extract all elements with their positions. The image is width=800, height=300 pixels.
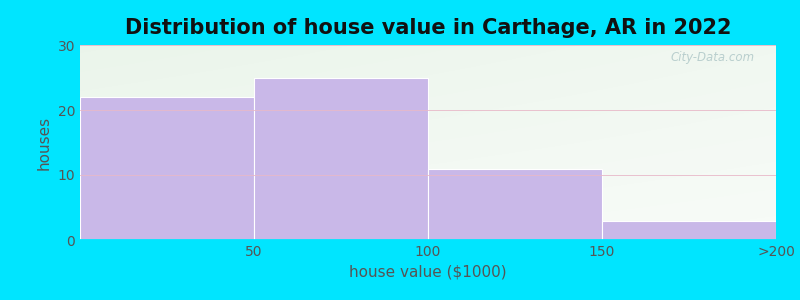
Bar: [428, 169, 602, 240]
Bar: [254, 77, 428, 240]
Bar: [602, 220, 776, 240]
Bar: [80, 97, 254, 240]
Title: Distribution of house value in Carthage, AR in 2022: Distribution of house value in Carthage,…: [125, 18, 731, 38]
X-axis label: house value ($1000): house value ($1000): [349, 264, 507, 279]
Text: City-Data.com: City-Data.com: [671, 51, 755, 64]
Y-axis label: houses: houses: [37, 116, 52, 169]
